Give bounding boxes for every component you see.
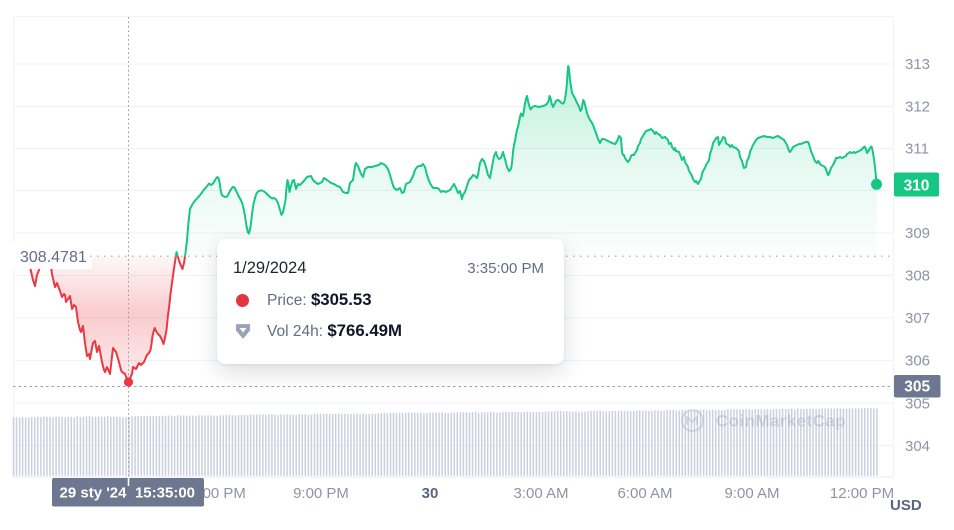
svg-text:15:35:00: 15:35:00 [135,484,195,501]
svg-text:29 sty '24: 29 sty '24 [60,484,128,501]
svg-text:9:00 AM: 9:00 AM [724,485,779,502]
svg-text:USD: USD [890,497,922,514]
svg-text:3:00 AM: 3:00 AM [513,485,568,502]
svg-text:308.4781: 308.4781 [20,249,87,266]
svg-text:309: 309 [905,225,930,242]
svg-text:308: 308 [905,268,930,285]
svg-text:30: 30 [422,485,439,502]
svg-text:313: 313 [905,56,930,73]
svg-text:305: 305 [905,396,930,413]
svg-text:305: 305 [904,378,930,395]
svg-text:306: 306 [905,353,930,370]
svg-text:310: 310 [904,177,930,194]
svg-text:311: 311 [905,141,929,158]
svg-text:6:00 PM: 6:00 PM [190,485,246,502]
svg-text:307: 307 [905,310,930,327]
svg-text:304: 304 [905,438,930,455]
svg-text:6:00 AM: 6:00 AM [617,485,672,502]
svg-text:9:00 PM: 9:00 PM [293,485,349,502]
svg-text:CoinMarketCap: CoinMarketCap [716,412,846,431]
svg-text:312: 312 [905,99,930,116]
svg-text:12:00 PM: 12:00 PM [830,485,894,502]
